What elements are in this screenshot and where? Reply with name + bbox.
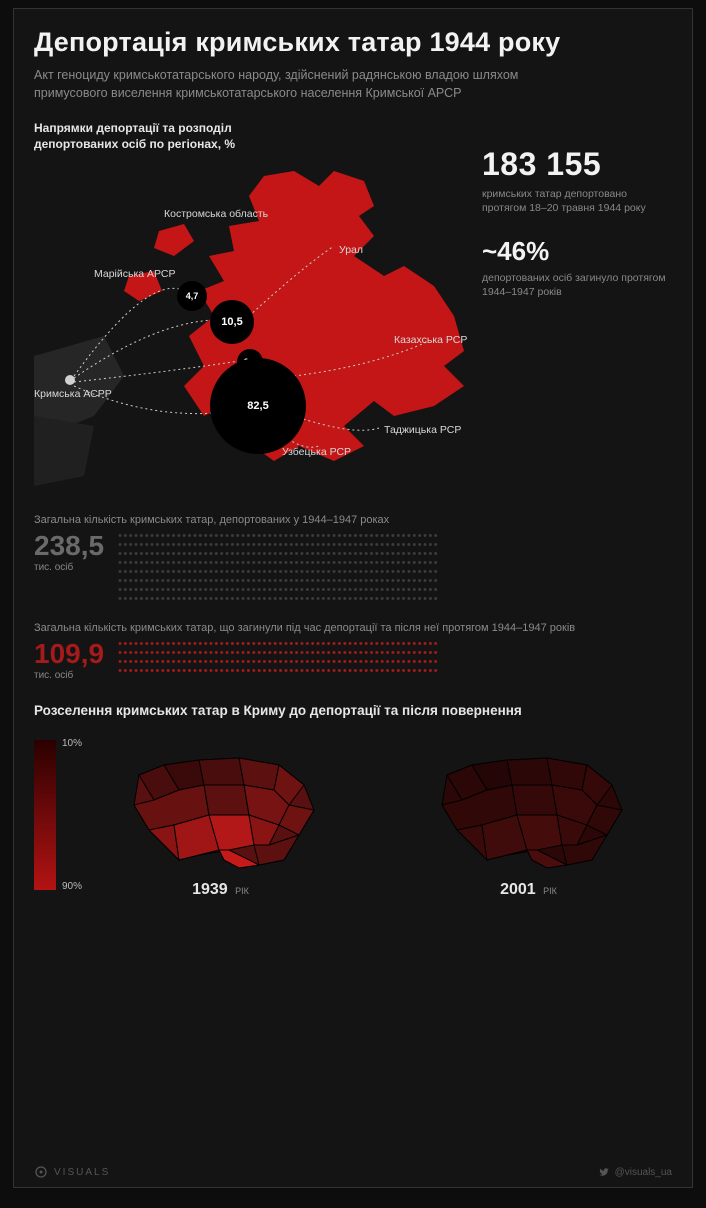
region-label: Марійська АРСР bbox=[94, 268, 176, 280]
region-label: Узбецька РСР bbox=[282, 446, 351, 458]
region-label: Костромська область bbox=[164, 208, 268, 220]
settlement-title: Розселення кримських татар в Криму до де… bbox=[34, 703, 672, 718]
page-title: Депортація кримських татар 1944 року bbox=[34, 27, 672, 58]
footer-handle: @visuals_ua bbox=[598, 1167, 672, 1178]
footer-brand: VISUALS bbox=[34, 1165, 110, 1179]
crimea-1939: 1939 РІК bbox=[74, 730, 364, 899]
map-area: Напрямки депортації та розподіл депортов… bbox=[34, 116, 474, 496]
crimea-year-0: 1939 РІК bbox=[74, 881, 364, 899]
dotblock-0: 238,5 тис. осіб ••••••••••••••••••••••••… bbox=[34, 532, 672, 604]
origin-label: Кримська АСРР bbox=[34, 388, 112, 400]
region-label: Казахська РСР bbox=[394, 334, 467, 346]
region-label: Таджицька РСР bbox=[384, 424, 461, 436]
dotblock-label-0: Загальна кількість кримських татар, депо… bbox=[34, 514, 672, 526]
infographic-page: Депортація кримських татар 1944 року Акт… bbox=[13, 8, 693, 1188]
dotblock-1: 109,9 тис. осіб ••••••••••••••••••••••••… bbox=[34, 640, 672, 681]
legend-gradient: 10% 90% bbox=[34, 740, 56, 890]
dotgrid-0: ••••••••••••••••••••••••••••••••••••••••… bbox=[118, 532, 672, 604]
crimea-year-1: 2001 РІК bbox=[382, 881, 672, 899]
twitter-icon bbox=[598, 1167, 610, 1177]
legend-top: 10% bbox=[62, 738, 82, 749]
settlement-row: 10% 90% bbox=[34, 730, 672, 899]
legend-bottom: 90% bbox=[62, 881, 82, 892]
stat-total-deported-desc: кримських татар депортовано протягом 18–… bbox=[482, 187, 672, 215]
percent-bubble: 82,5 bbox=[210, 358, 306, 454]
page-subtitle: Акт геноциду кримськотатарського народу,… bbox=[34, 66, 594, 102]
dotblock-value-1: 109,9 тис. осіб bbox=[34, 640, 104, 681]
stat-total-deported: 183 155 bbox=[482, 146, 672, 183]
brand-icon bbox=[34, 1165, 48, 1179]
region-label: Урал bbox=[339, 244, 363, 256]
percent-bubble: 10,5 bbox=[210, 300, 254, 344]
crimea-map-1939 bbox=[109, 730, 329, 870]
crimea-2001: 2001 РІК bbox=[382, 730, 672, 899]
dotblock-label-1: Загальна кількість кримських татар, що з… bbox=[34, 622, 672, 634]
map-section: Напрямки депортації та розподіл депортов… bbox=[34, 116, 672, 496]
crimea-map-2001 bbox=[417, 730, 637, 870]
stats-side: 183 155 кримських татар депортовано прот… bbox=[482, 146, 672, 319]
dotgrid-1: ••••••••••••••••••••••••••••••••••••••••… bbox=[118, 640, 672, 676]
dotblock-value-0: 238,5 тис. осіб bbox=[34, 532, 104, 573]
stat-died-pct-desc: депортованих осіб загинуло протягом 1944… bbox=[482, 271, 672, 299]
footer: VISUALS @visuals_ua bbox=[34, 1165, 672, 1179]
stat-died-pct: ~46% bbox=[482, 236, 672, 267]
